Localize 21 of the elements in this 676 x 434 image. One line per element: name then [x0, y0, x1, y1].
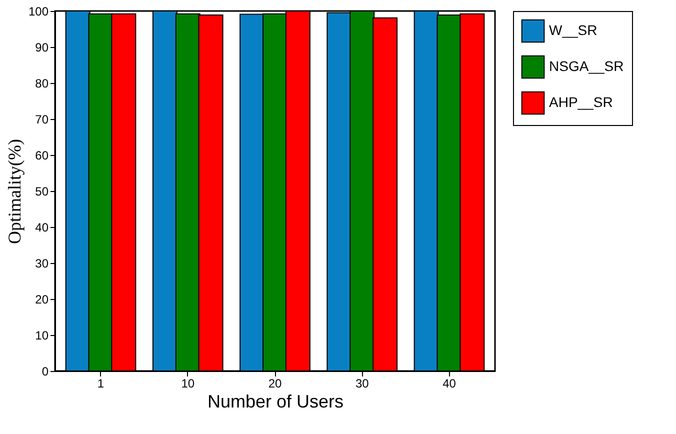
- y-tick-label: 100: [28, 4, 49, 18]
- x-axis-title: Number of Users: [207, 392, 344, 412]
- y-tick-label: 90: [35, 40, 49, 54]
- legend-label: AHP__SR: [549, 94, 613, 110]
- y-tick-label: 30: [35, 256, 49, 270]
- y-tick-label: 80: [35, 76, 49, 90]
- x-tick-label: 1: [97, 376, 104, 390]
- legend-label: W__SR: [549, 22, 598, 38]
- x-tick-label: 20: [268, 376, 282, 390]
- legend-label: NSGA__SR: [549, 58, 624, 74]
- y-tick-label: 40: [35, 220, 49, 234]
- y-tick-label: 20: [35, 292, 49, 306]
- y-tick-label: 60: [35, 148, 49, 162]
- x-tick-label: 10: [181, 376, 195, 390]
- y-tick-label: 0: [42, 364, 49, 378]
- x-tick-label: 30: [355, 376, 370, 390]
- y-tick-label: 10: [35, 328, 49, 342]
- y-tick-label: 50: [35, 184, 49, 198]
- y-tick-label: 70: [35, 112, 49, 126]
- y-axis-title: Optimality(%): [4, 139, 24, 244]
- x-tick-label: 40: [442, 376, 456, 390]
